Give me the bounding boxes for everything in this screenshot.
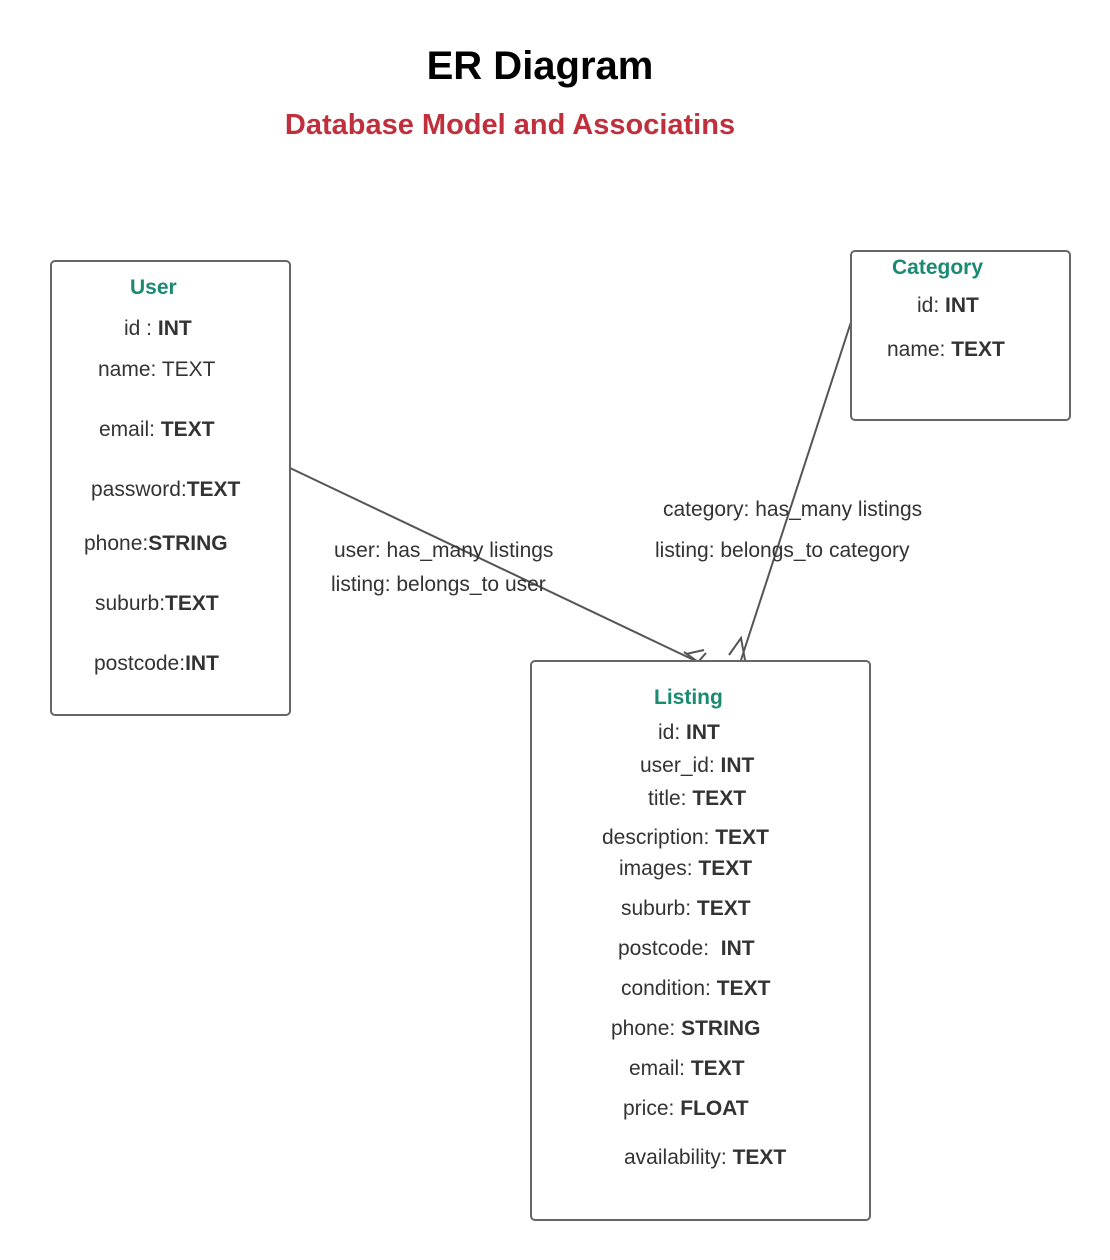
listing-entity bbox=[530, 660, 871, 1221]
user-attr-password: password:TEXT bbox=[91, 478, 240, 502]
attr-name: title: bbox=[648, 787, 693, 810]
listing-attr-title: title: TEXT bbox=[648, 787, 746, 811]
category-listing-label-belongs-to: listing: belongs_to category bbox=[655, 539, 910, 562]
user-attr-id: id : INT bbox=[124, 317, 192, 341]
attr-type: TEXT bbox=[715, 826, 769, 849]
attr-name: images: bbox=[619, 857, 699, 880]
attr-name: name: bbox=[887, 338, 952, 361]
attr-type: TEXT bbox=[951, 338, 1005, 361]
user-attr-postcode: postcode:INT bbox=[94, 652, 219, 676]
listing-attr-postcode: postcode: INT bbox=[618, 937, 755, 961]
listing-attr-availability: availability: TEXT bbox=[624, 1146, 786, 1170]
user-entity-name: User bbox=[130, 276, 177, 299]
attr-name: phone: bbox=[84, 532, 149, 555]
user-attr-name: name: TEXT bbox=[98, 358, 216, 382]
attr-name: id: bbox=[917, 294, 946, 317]
attr-type: TEXT bbox=[690, 1057, 745, 1080]
attr-name: price: bbox=[623, 1097, 681, 1120]
user-listing-label-has-many: user: has_many listings bbox=[334, 539, 554, 562]
attr-type: INT bbox=[720, 754, 755, 777]
category-attr-name: name: TEXT bbox=[887, 338, 1005, 362]
attr-name: id : bbox=[124, 317, 158, 340]
attr-name: suburb: bbox=[95, 592, 166, 615]
attr-type: TEXT bbox=[692, 787, 747, 810]
attr-name: phone: bbox=[611, 1017, 682, 1040]
attr-name: password: bbox=[91, 478, 187, 501]
attr-name: availability: bbox=[624, 1146, 733, 1169]
attr-name: email: bbox=[629, 1057, 691, 1080]
category-entity-name: Category bbox=[892, 256, 984, 279]
listing-attr-email: email: TEXT bbox=[629, 1057, 745, 1081]
user-attr-phone: phone:STRING bbox=[84, 532, 228, 556]
category-listing-crowfoot bbox=[728, 635, 746, 661]
listing-entity-name: Listing bbox=[654, 686, 723, 709]
attr-type: TEXT bbox=[165, 592, 219, 615]
attr-type: INT bbox=[945, 294, 979, 317]
listing-attr-user-id: user_id: INT bbox=[640, 754, 754, 778]
attr-name: name: bbox=[98, 358, 162, 381]
attr-type: TEXT bbox=[186, 478, 241, 501]
attr-type: INT bbox=[157, 317, 192, 340]
attr-name: postcode: bbox=[618, 937, 721, 960]
listing-attr-id: id: INT bbox=[658, 721, 720, 745]
listing-attr-suburb: suburb: TEXT bbox=[621, 897, 751, 921]
attr-type: FLOAT bbox=[680, 1097, 749, 1120]
listing-attr-phone: phone: STRING bbox=[611, 1017, 760, 1041]
attr-type: STRING bbox=[681, 1017, 761, 1040]
attr-type: INT bbox=[185, 652, 219, 675]
attr-name: postcode: bbox=[94, 652, 186, 675]
attr-name: id: bbox=[658, 721, 687, 744]
diagram-subtitle: Database Model and Associatins bbox=[284, 109, 736, 141]
listing-attr-description: description: TEXT bbox=[602, 826, 769, 850]
attr-type: INT bbox=[720, 937, 755, 960]
listing-attr-price: price: FLOAT bbox=[623, 1097, 749, 1121]
user-listing-crowfoot-tick bbox=[685, 649, 705, 655]
user-entity bbox=[50, 260, 291, 716]
diagram-title: ER Diagram bbox=[426, 44, 654, 88]
attr-name: email: bbox=[99, 418, 161, 441]
attr-type: INT bbox=[686, 721, 720, 744]
attr-name: condition: bbox=[621, 977, 717, 1000]
attr-type: TEXT bbox=[698, 857, 753, 880]
attr-type: TEXT bbox=[160, 418, 215, 441]
user-listing-label-belongs-to: listing: belongs_to user bbox=[331, 573, 546, 596]
attr-type: TEXT bbox=[716, 977, 771, 1000]
user-attr-suburb: suburb:TEXT bbox=[95, 592, 219, 616]
attr-name: suburb: bbox=[621, 897, 697, 920]
attr-type: STRING bbox=[148, 532, 228, 555]
attr-name: user_id: bbox=[640, 754, 721, 777]
attr-type: TEXT bbox=[696, 897, 751, 920]
category-entity bbox=[850, 250, 1071, 421]
attr-name: description: bbox=[602, 826, 716, 849]
listing-attr-images: images: TEXT bbox=[619, 857, 752, 881]
category-attr-id: id: INT bbox=[917, 294, 979, 318]
listing-attr-condition: condition: TEXT bbox=[621, 977, 770, 1001]
attr-type: TEXT bbox=[732, 1146, 787, 1169]
user-attr-email: email: TEXT bbox=[99, 418, 215, 442]
category-listing-label-has-many: category: has_many listings bbox=[663, 498, 923, 521]
user-listing-connector bbox=[289, 467, 699, 663]
attr-type: TEXT bbox=[161, 358, 216, 381]
category-listing-connector bbox=[740, 321, 852, 661]
